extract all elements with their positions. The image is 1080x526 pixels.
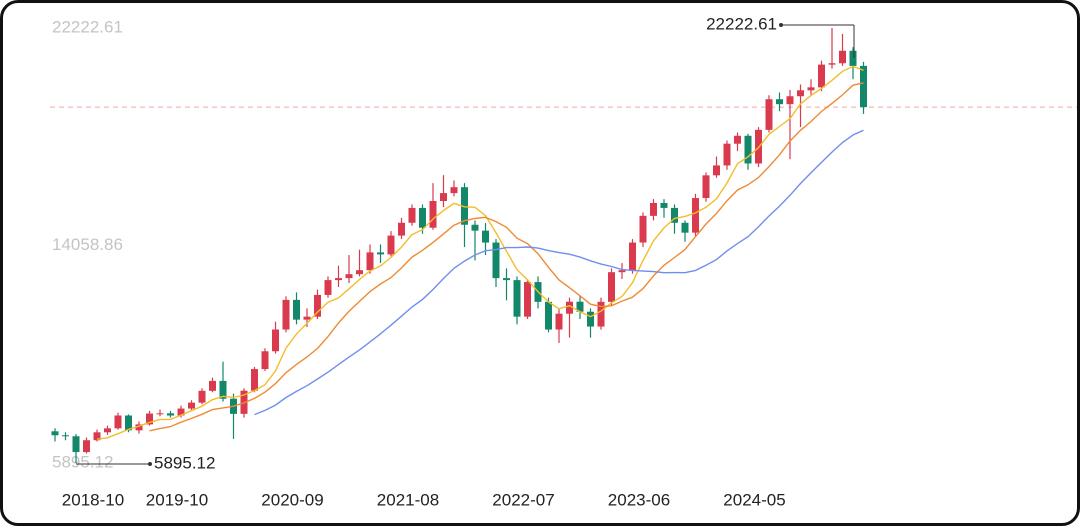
min-label: 5895.12 [154, 453, 215, 472]
candle-body [104, 428, 111, 433]
candle-body [566, 301, 573, 314]
candle-body [765, 99, 773, 130]
candle-body [83, 440, 90, 453]
candle-body [839, 50, 846, 64]
candle-body [545, 301, 552, 330]
candle-body [429, 201, 437, 228]
candle-body [597, 301, 605, 327]
moving-average-line [254, 129, 864, 416]
candle-body [713, 165, 720, 176]
candle-body [524, 282, 531, 317]
candle-body [818, 64, 825, 88]
y-tick-label: 5895.12 [52, 452, 113, 471]
y-tick-label: 22222.61 [52, 17, 123, 36]
candle-body [93, 432, 101, 441]
candle-body [356, 270, 363, 275]
candle-body [513, 280, 521, 317]
candle-body [398, 222, 405, 236]
moving-average-line [96, 65, 864, 440]
candle-body [849, 50, 857, 66]
candle-body [303, 316, 311, 320]
candle-body [503, 278, 510, 281]
candle-body [146, 413, 153, 425]
max-label: 22222.61 [706, 14, 777, 33]
x-tick-label: 2019-10 [146, 490, 208, 509]
candle-body [209, 380, 216, 391]
candle-body [366, 252, 374, 271]
candle-body [723, 143, 731, 166]
x-tick-label: 2023-06 [608, 490, 670, 509]
candle-body [702, 175, 710, 199]
candle-body [786, 96, 794, 105]
x-tick-label: 2020-09 [261, 490, 323, 509]
candle-body [293, 299, 300, 320]
candle-body [776, 99, 783, 105]
candle-body [797, 90, 804, 97]
candle-body [219, 380, 227, 399]
candle-body [387, 235, 395, 255]
candle-body [587, 311, 594, 327]
candle-body [135, 424, 143, 431]
candle-body [440, 193, 447, 202]
candle-body [177, 408, 185, 416]
candle-body [492, 242, 500, 279]
candle-body [377, 252, 384, 255]
candle-body [272, 329, 279, 352]
x-tick-label: 2021-08 [377, 490, 439, 509]
candle-body [167, 413, 174, 416]
y-tick-label: 14058.86 [52, 235, 123, 254]
candle-body [860, 65, 867, 108]
candle-body [681, 222, 689, 233]
candle-body [261, 351, 269, 370]
candle-body [461, 187, 468, 225]
candle-body [314, 294, 321, 317]
candle-body [660, 203, 668, 208]
candle-body [114, 415, 122, 429]
candle-body [198, 390, 206, 403]
candle-body [692, 198, 699, 233]
candle-body [471, 224, 479, 231]
candle-body [408, 207, 416, 223]
candle-body [62, 435, 69, 437]
candle-body [555, 313, 563, 330]
candle-body [72, 436, 80, 453]
x-tick-label: 2024-05 [723, 490, 785, 509]
candle-body [608, 272, 615, 302]
max-dot [779, 23, 783, 27]
candle-body [51, 431, 59, 436]
candle-body [324, 280, 332, 295]
moving-average-line [149, 82, 864, 432]
candle-body [282, 299, 290, 330]
min-dot [148, 462, 152, 466]
candle-body [744, 135, 752, 164]
candle-body [482, 230, 489, 243]
x-tick-label: 2018-10 [62, 490, 124, 509]
candle-body [650, 203, 657, 216]
candle-body [450, 187, 458, 194]
candle-body [618, 270, 626, 273]
candle-body [734, 135, 741, 144]
candle-body [671, 207, 678, 223]
candle-body [419, 207, 426, 228]
candle-body [828, 63, 836, 65]
x-tick-label: 2022-07 [492, 490, 554, 509]
candle-body [629, 242, 636, 271]
candle-body [335, 278, 342, 281]
candle-body [125, 415, 132, 431]
candle-body [807, 87, 815, 91]
candle-body [156, 413, 164, 415]
candle-body [188, 402, 195, 409]
candle-body [345, 274, 353, 279]
candle-body [576, 301, 584, 312]
candle-body [251, 369, 258, 391]
candle-body [639, 215, 647, 243]
